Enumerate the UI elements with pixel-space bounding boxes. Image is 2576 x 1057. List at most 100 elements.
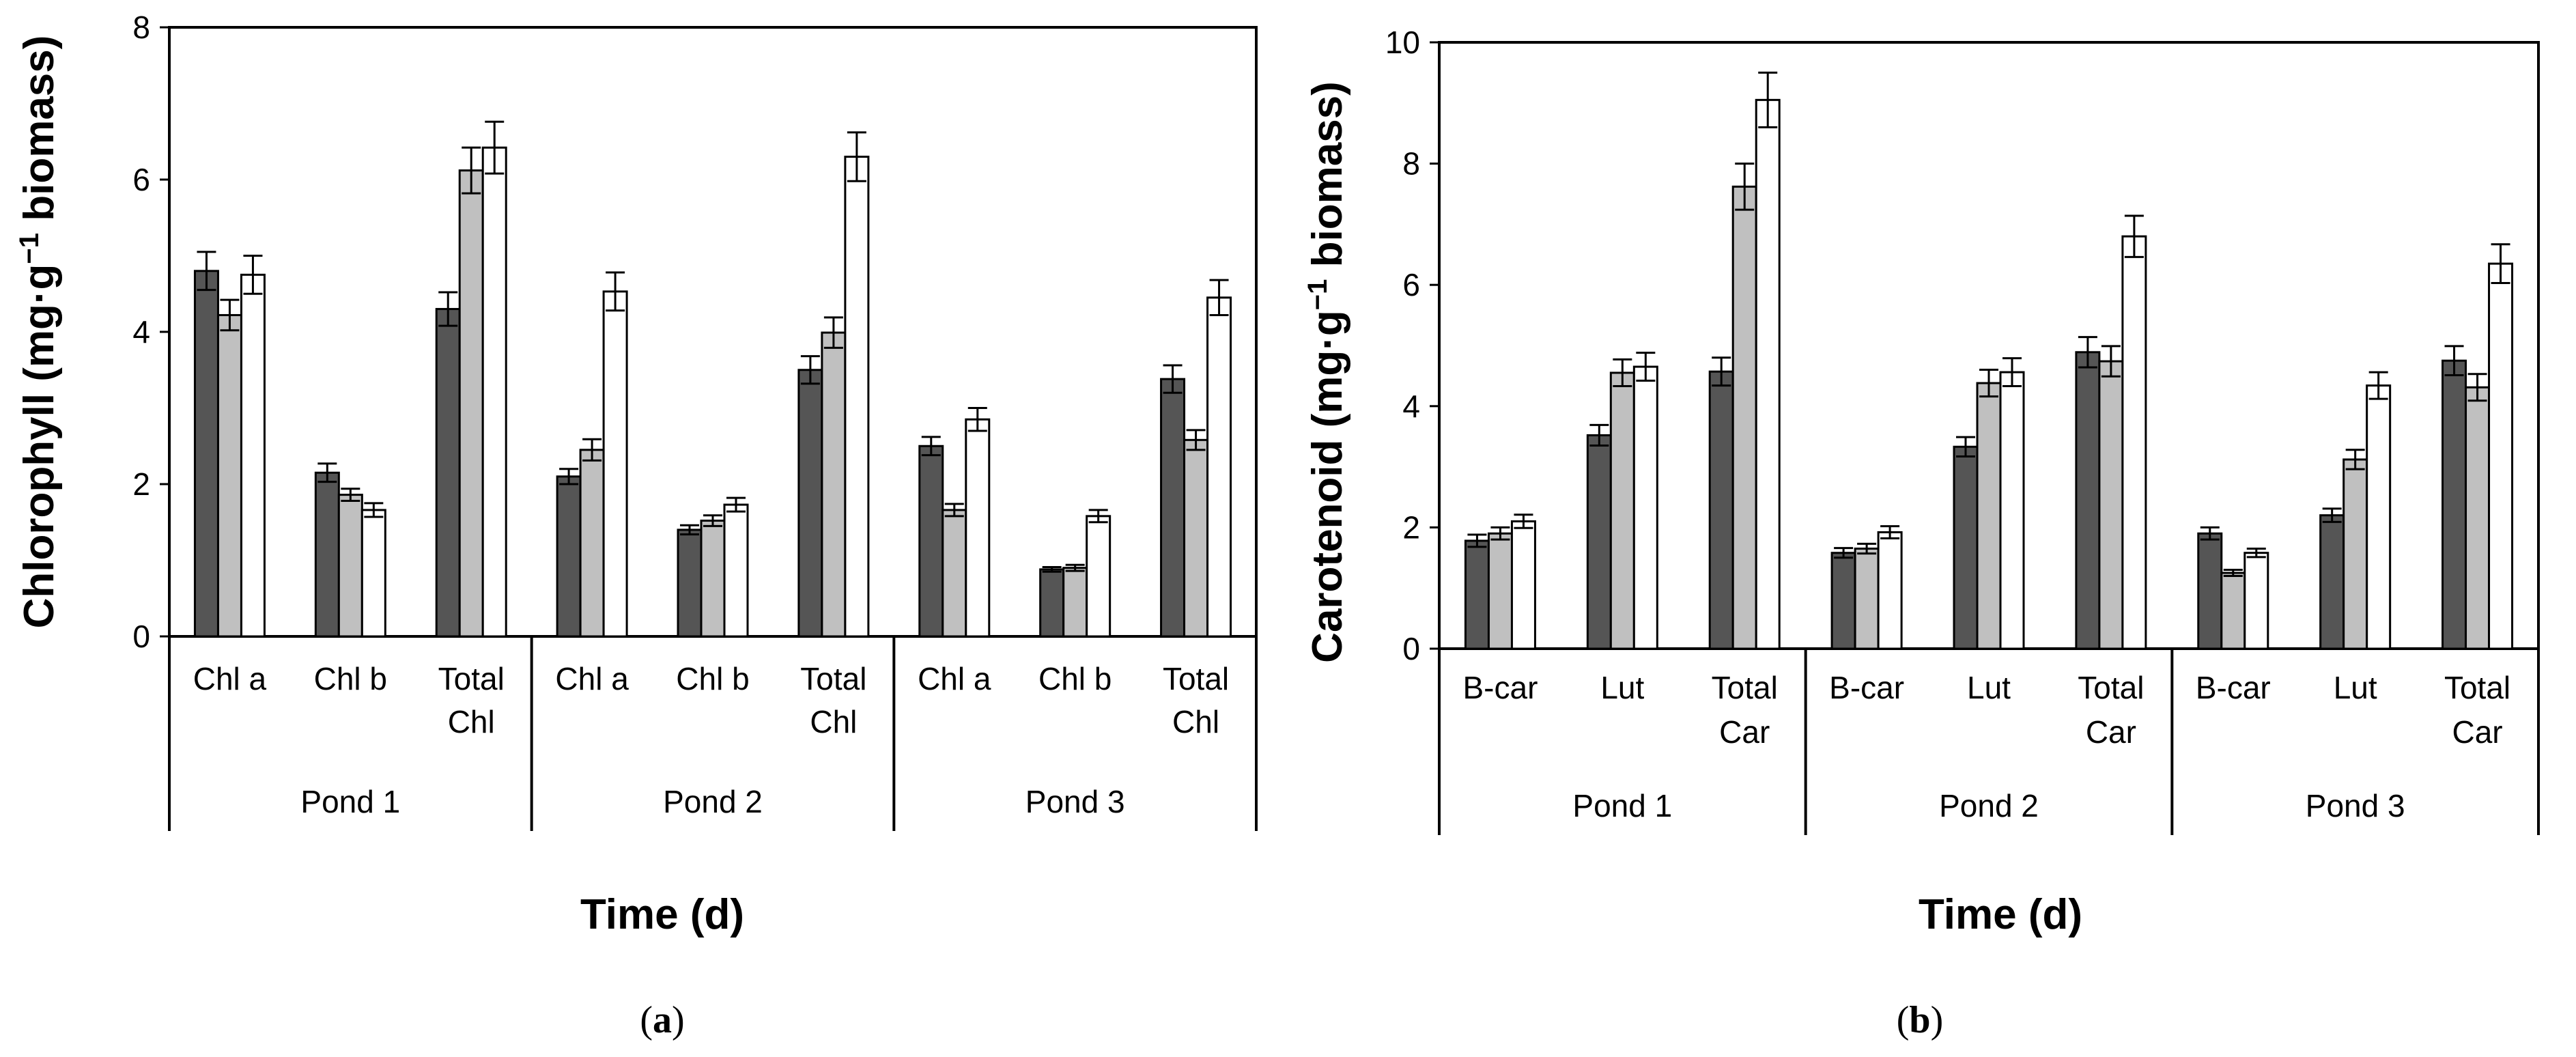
bar-series-2 <box>1609 371 1635 650</box>
category-label-line: Total <box>2444 670 2510 705</box>
panel-label-part: ( <box>1897 999 1910 1041</box>
y-axis-title-sup: −1 <box>1303 279 1333 311</box>
category-label: Chl b <box>314 661 387 696</box>
bar-series-2 <box>2343 458 2368 650</box>
panel-label-part: ) <box>672 999 685 1041</box>
category-label-line: Car <box>2452 714 2502 750</box>
category-label: Chl b <box>1038 661 1112 696</box>
bar-series-2 <box>1731 185 1757 650</box>
bar-series-1 <box>556 475 582 638</box>
category-label-line: Total <box>438 661 505 696</box>
bar-series-3 <box>844 156 870 638</box>
category-label: Lut <box>1967 670 2011 705</box>
bar-series-1 <box>1586 434 1612 650</box>
category-label-line: B-car <box>2196 670 2271 705</box>
panel-label-part: b <box>1909 999 1930 1041</box>
category-label-line: Car <box>2086 714 2136 750</box>
y-tick-label: 2 <box>1402 509 1420 545</box>
bar-series-1 <box>314 471 340 638</box>
bar-series-1 <box>1464 539 1490 650</box>
y-tick-label: 4 <box>1402 389 1420 424</box>
bar-series-1 <box>677 528 703 638</box>
category-label-line: Chl a <box>193 661 267 696</box>
category-label: Lut <box>2334 670 2377 705</box>
category-label-line: Lut <box>2334 670 2377 705</box>
bar-series-3 <box>1999 371 2025 650</box>
bar-series-2 <box>700 520 726 638</box>
category-label-line: Lut <box>1967 670 2011 705</box>
panel-label-part: ) <box>1931 999 1944 1041</box>
category-label: Chl a <box>555 661 629 696</box>
category-label-line: Chl <box>1172 704 1219 739</box>
bar-series-3 <box>240 273 266 638</box>
group-label: Pond 1 <box>1572 788 1672 823</box>
category-label-line: Lut <box>1600 670 1644 705</box>
y-axis-title-main: Carotenoid (mg·g <box>1304 310 1351 663</box>
bar-series-1 <box>2075 351 2101 650</box>
x-axis-title: Time (d) <box>580 891 744 938</box>
y-tick-label: 8 <box>1402 146 1420 182</box>
bar-series-1 <box>1039 568 1065 638</box>
bar-series-3 <box>2488 262 2514 650</box>
bar-series-1 <box>2197 532 2223 650</box>
bar-series-2 <box>2098 360 2124 650</box>
category-label-line: Chl b <box>676 661 749 696</box>
y-tick-label: 8 <box>132 10 150 45</box>
bar-series-2 <box>1976 382 2002 650</box>
category-label: Total Car <box>2078 670 2144 750</box>
y-tick-label: 0 <box>1402 631 1420 666</box>
bar-series-3 <box>481 146 507 638</box>
bar-series-1 <box>1708 370 1734 650</box>
y-tick-label: 4 <box>132 314 150 350</box>
category-label-line: Chl a <box>918 661 991 696</box>
category-label-line: Total <box>800 661 866 696</box>
category-label-line: Chl b <box>314 661 387 696</box>
category-label: Chl a <box>193 661 267 696</box>
bar-series-2 <box>1183 438 1209 638</box>
y-axis-title-tail: biomass) <box>16 36 63 233</box>
bar-series-2 <box>337 494 363 638</box>
bar-series-3 <box>965 418 991 638</box>
category-label: Chl a <box>918 661 991 696</box>
bar-series-3 <box>1510 520 1536 650</box>
bar-series-3 <box>723 503 749 638</box>
bar-series-3 <box>1632 365 1658 650</box>
category-label: B-car <box>2196 670 2271 705</box>
category-label-line: Chl b <box>1038 661 1112 696</box>
category-label-line: Car <box>1719 714 1770 750</box>
chart-panel-a: 0 2 4 6 8 Pond 1 Chl a Chl b Total Chl Pond 2 Chl a… <box>14 10 1258 1041</box>
category-label: Total Chl <box>800 661 866 739</box>
bar-series-3 <box>1755 98 1781 650</box>
category-label: Total Chl <box>438 661 505 739</box>
bar-series-2 <box>942 509 967 638</box>
group-label: Pond 2 <box>1939 788 2039 823</box>
chart-panel-b: 0 2 4 6 8 10 Pond 1 B-car Lut Total Car Pond 2 B-car… <box>1303 25 2540 1041</box>
group-label: Pond 1 <box>300 784 400 819</box>
bar-series-1 <box>435 308 461 638</box>
x-axis-title: Time (d) <box>1919 891 2082 938</box>
bar-series-1 <box>1160 378 1186 638</box>
bar-series-3 <box>1206 296 1232 638</box>
bar-series-2 <box>1854 547 1880 650</box>
panel-label-part: a <box>653 999 672 1041</box>
y-tick-label: 6 <box>1402 267 1420 302</box>
bar-series-2 <box>458 169 484 638</box>
category-label: Chl b <box>676 661 749 696</box>
category-label-line: Total <box>2078 670 2144 705</box>
bar-series-1 <box>1830 552 1856 650</box>
y-axis-title: Carotenoid (mg·g−1 biomass) <box>1303 81 1351 663</box>
bar-series-3 <box>1877 531 1903 650</box>
y-tick-label: 6 <box>132 162 150 197</box>
bar-series-3 <box>2366 384 2392 650</box>
panel-label-part: ( <box>640 999 653 1041</box>
bar-series-1 <box>1953 445 1979 650</box>
group-label: Pond 3 <box>2306 788 2405 823</box>
panel-label: (b) <box>1897 999 1943 1041</box>
y-axis-title: Chlorophyll (mg·g−1 biomass) <box>14 36 63 629</box>
bar-series-3 <box>360 509 386 638</box>
bar-series-2 <box>2465 386 2491 650</box>
bar-series-2 <box>1062 567 1088 638</box>
y-axis-title-sup: −1 <box>14 233 44 264</box>
y-tick-label: 2 <box>132 466 150 502</box>
